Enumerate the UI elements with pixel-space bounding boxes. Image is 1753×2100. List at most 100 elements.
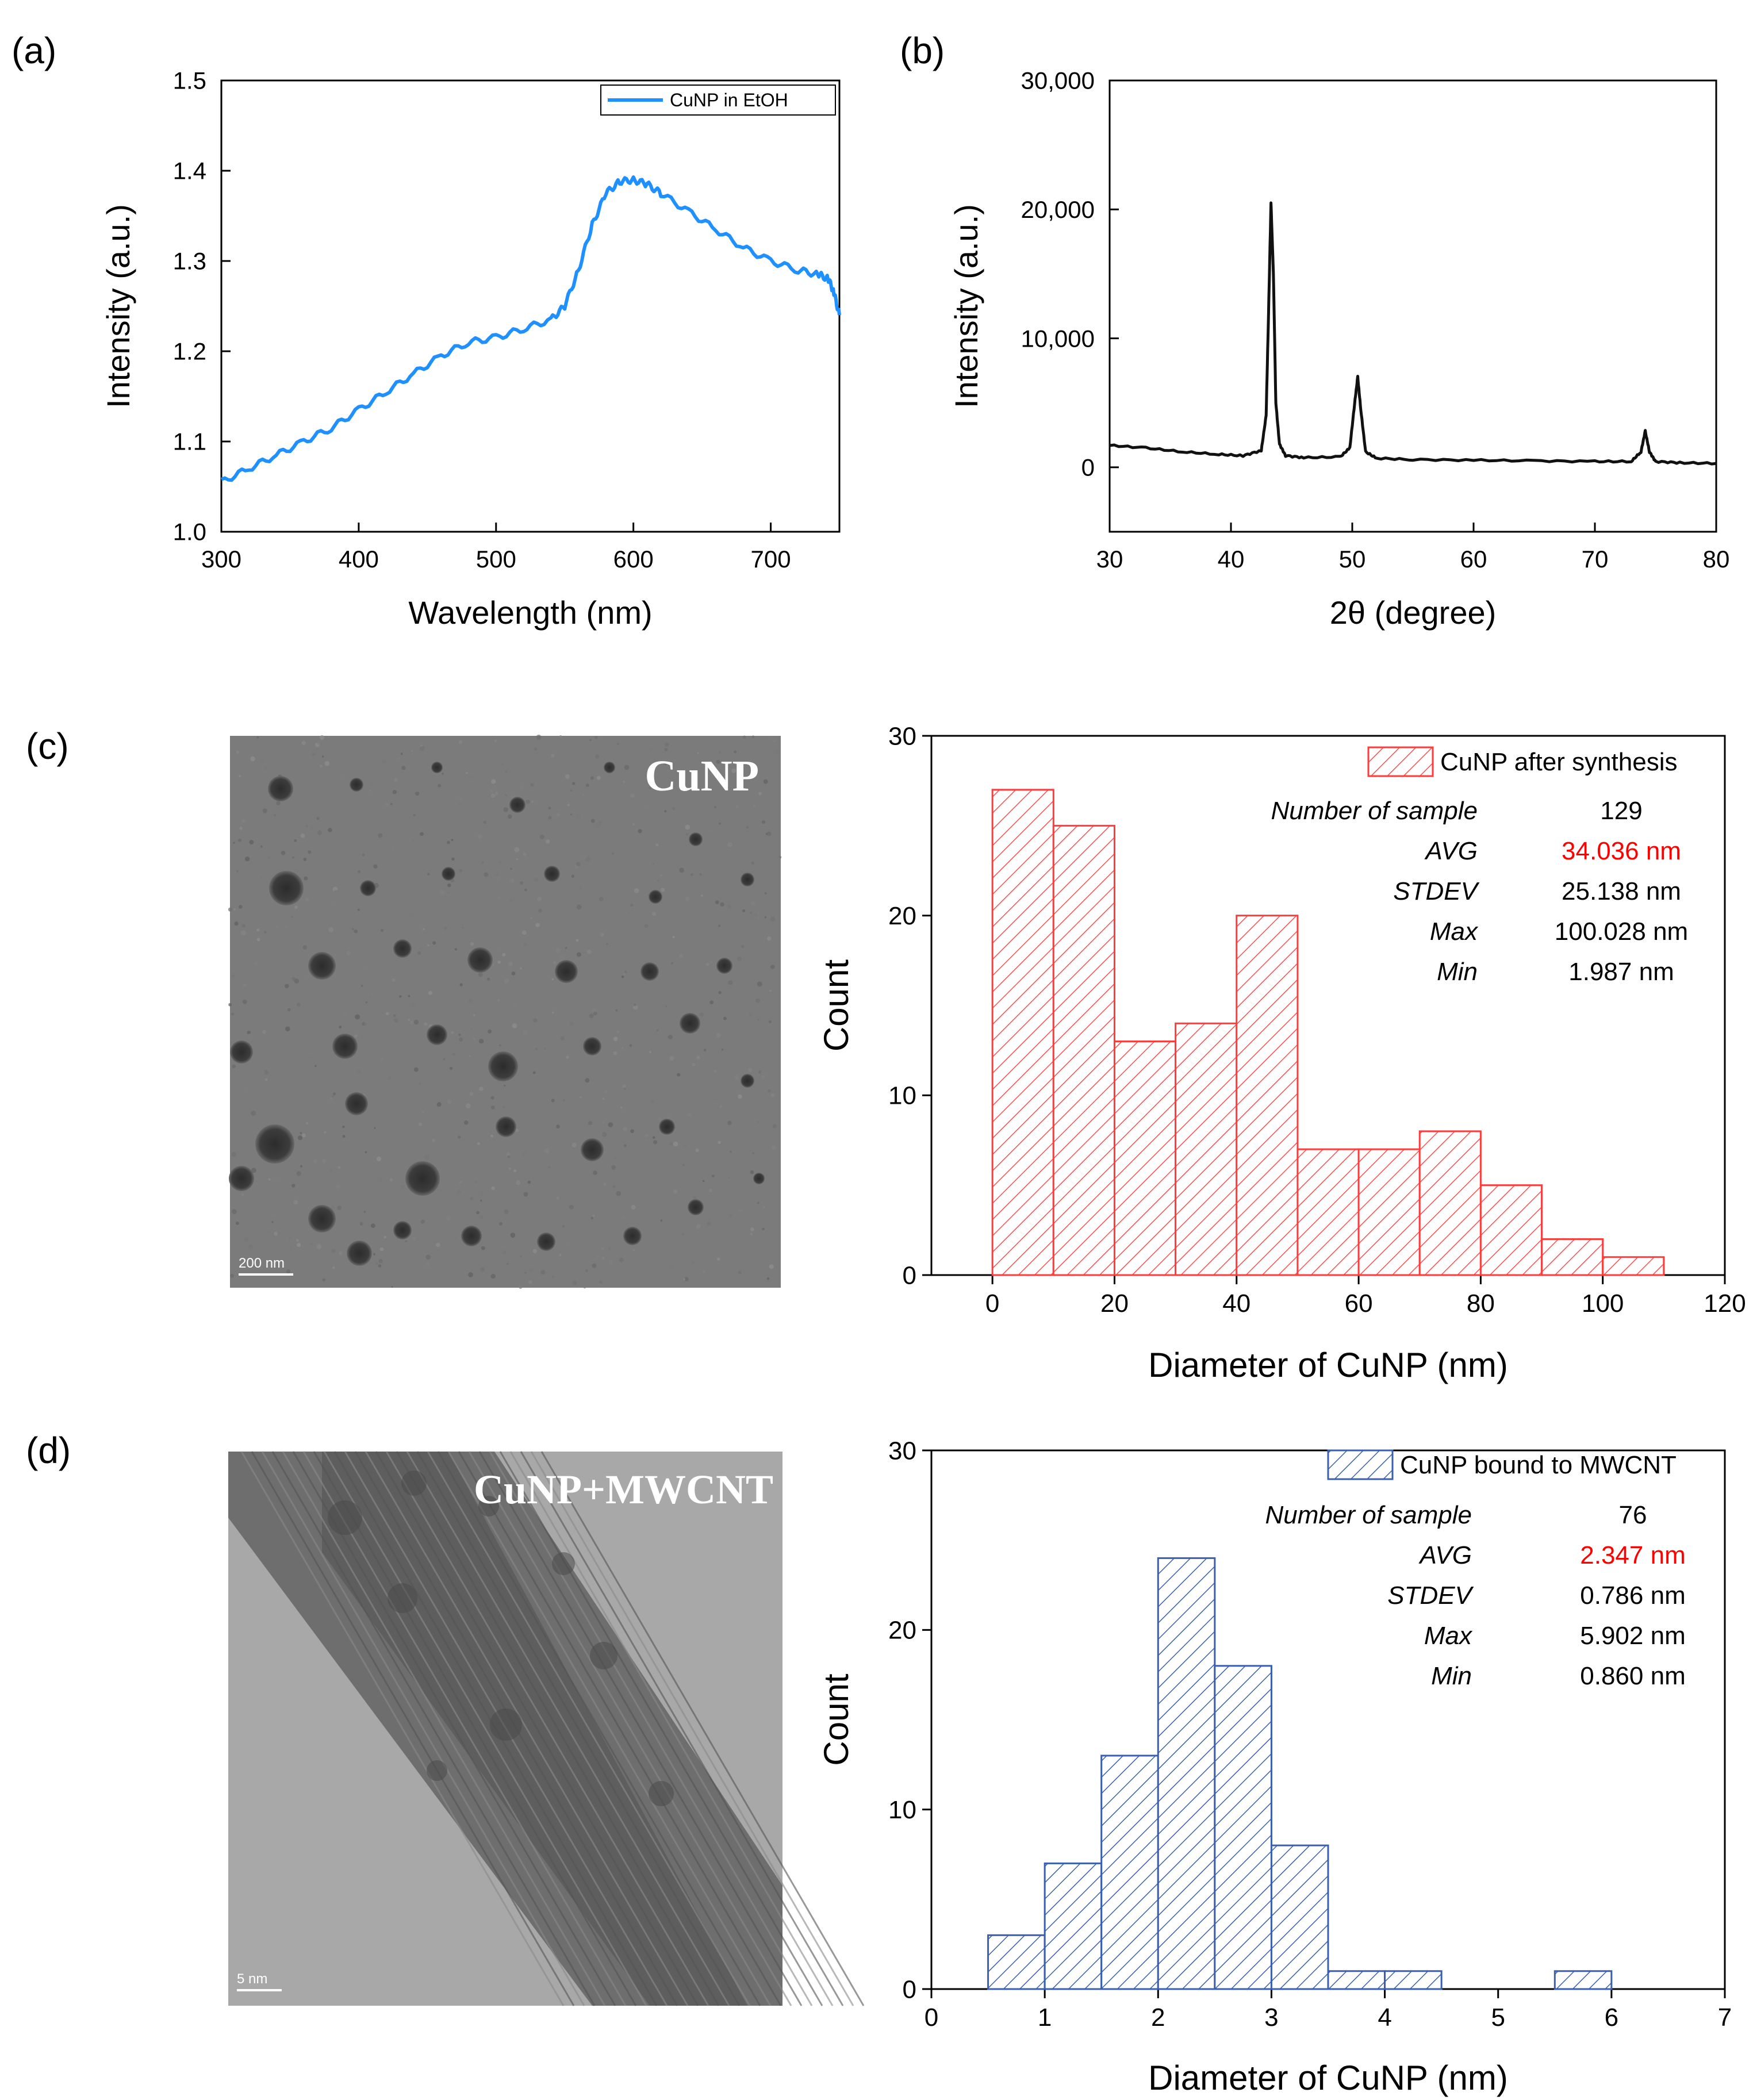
tem-c-grain — [508, 814, 512, 819]
tem-c-grain — [457, 1135, 461, 1139]
tem-c-grain — [709, 1188, 712, 1192]
tem-d-fringe — [375, 1451, 699, 2006]
tem-c-grain — [300, 833, 305, 838]
tem-c-grain — [613, 1185, 616, 1188]
tem-c-grain — [236, 870, 239, 873]
tem-c-grain — [231, 1151, 237, 1157]
tem-c-grain — [477, 1142, 480, 1145]
tem-c-grain — [556, 1124, 560, 1128]
tem-c-grain — [520, 1255, 522, 1258]
tem-c-grain — [592, 1214, 595, 1217]
y-axis-label-d: Count — [817, 1673, 856, 1765]
tem-c-grain — [354, 929, 358, 934]
tem-c-particle — [347, 1241, 372, 1266]
y-tick-label-d: 10 — [888, 1796, 916, 1824]
tem-c-grain — [755, 998, 760, 1003]
tem-c-grain — [597, 1255, 600, 1257]
tem-c-grain — [624, 1144, 627, 1147]
x-axis-label-b: 2θ (degree) — [1330, 594, 1497, 631]
tem-c-grain — [409, 1016, 412, 1019]
tem-c-grain — [424, 1155, 429, 1160]
x-tick-label-d: 1 — [1038, 2003, 1052, 2032]
xrd-chart: 30 40 50 60 70 80 0 10,000 20,000 30,000 2θ (degre… — [948, 67, 1729, 631]
stats-value-d: 76 — [1619, 1501, 1647, 1529]
tem-c-scale-label: 200 nm — [239, 1256, 285, 1271]
x-tick-label-d: 0 — [925, 2003, 938, 2032]
tem-c-grain — [583, 855, 587, 859]
tem-c-grain — [693, 1196, 697, 1200]
tem-c-grain — [570, 789, 573, 792]
tem-c-grain — [764, 892, 767, 894]
tem-c-particle — [230, 1041, 253, 1064]
tem-c-grain — [617, 743, 619, 745]
x-tick-label-b: 40 — [1218, 546, 1245, 573]
tem-c-particle — [688, 1199, 704, 1215]
tem-c-grain — [477, 834, 483, 839]
tem-c-grain — [562, 1225, 565, 1228]
tem-c-grain — [497, 960, 501, 964]
tem-c-grain — [512, 1023, 517, 1028]
tem-c-grain — [470, 1197, 474, 1200]
tem-c-grain — [392, 978, 396, 982]
y-tick-label-a: 1.0 — [173, 519, 206, 546]
tem-c-grain — [502, 1105, 505, 1108]
tem-c-overlay-label: CuNP — [645, 752, 759, 800]
tem-c-grain — [468, 1272, 473, 1277]
y-axis-label-a: Intensity (a.u.) — [100, 204, 136, 408]
tem-c-grain — [583, 1253, 586, 1256]
tem-c-grain — [415, 792, 420, 796]
tem-c-grain — [738, 761, 743, 766]
tem-c-grain — [346, 951, 351, 955]
tem-c-grain — [720, 902, 724, 907]
y-tick-label-b: 30,000 — [1021, 67, 1095, 94]
tem-c-grain — [470, 775, 475, 780]
tem-c-grain — [480, 1199, 482, 1202]
tem-c-grain — [408, 995, 411, 997]
tem-c-grain — [359, 1222, 363, 1226]
tem-c-grain — [376, 1156, 382, 1162]
tem-c-grain — [632, 823, 635, 826]
tem-c-grain — [490, 789, 493, 793]
tem-c-grain — [520, 881, 524, 885]
tem-c-grain — [459, 983, 463, 986]
tem-c-grain — [576, 939, 579, 942]
tem-c-particle — [604, 762, 615, 773]
tem-c-grain — [758, 792, 762, 796]
tem-c-grain — [762, 1227, 765, 1230]
tem-c-grain — [236, 750, 240, 754]
tem-c-grain — [531, 800, 534, 803]
x-tick-label-d: 5 — [1491, 2003, 1505, 2032]
tem-c-grain — [494, 740, 497, 742]
tem-c-grain — [546, 839, 550, 844]
tem-c-grain — [330, 1169, 332, 1171]
tem-c-particle — [427, 1024, 447, 1045]
y-tick-label-a: 1.4 — [173, 158, 206, 185]
tem-c-grain — [645, 1134, 649, 1137]
tem-c-grain — [533, 1018, 538, 1023]
stats-value-c: 34.036 nm — [1562, 837, 1681, 865]
tem-c-grain — [328, 736, 330, 738]
tem-c-grain — [539, 834, 544, 839]
tem-c-grain — [587, 950, 592, 954]
tem-c-grain — [497, 999, 500, 1002]
tem-c-grain — [498, 897, 500, 899]
tem-d-fringe — [478, 1451, 803, 2006]
tem-c-grain — [622, 1047, 624, 1050]
tem-d-fringe — [240, 1451, 565, 2006]
tem-c-grain — [247, 1141, 250, 1143]
tem-c-grain — [679, 867, 684, 873]
tem-c-grain — [264, 1078, 268, 1081]
tem-c-grain — [383, 1235, 386, 1239]
tem-c-grain — [417, 951, 421, 955]
tem-c-grain — [556, 1196, 559, 1200]
tem-c-grain — [620, 1107, 623, 1109]
tem-c-grain — [735, 805, 739, 808]
tem-c-grain — [385, 802, 389, 807]
tem-c-grain — [770, 1093, 775, 1097]
tem-c-grain — [770, 916, 776, 922]
tem-c-grain — [458, 740, 463, 744]
tem-c-grain — [585, 857, 591, 862]
tem-c-grain — [593, 1011, 597, 1016]
tem-c-grain — [392, 848, 394, 850]
tem-c-grain — [516, 1180, 521, 1185]
